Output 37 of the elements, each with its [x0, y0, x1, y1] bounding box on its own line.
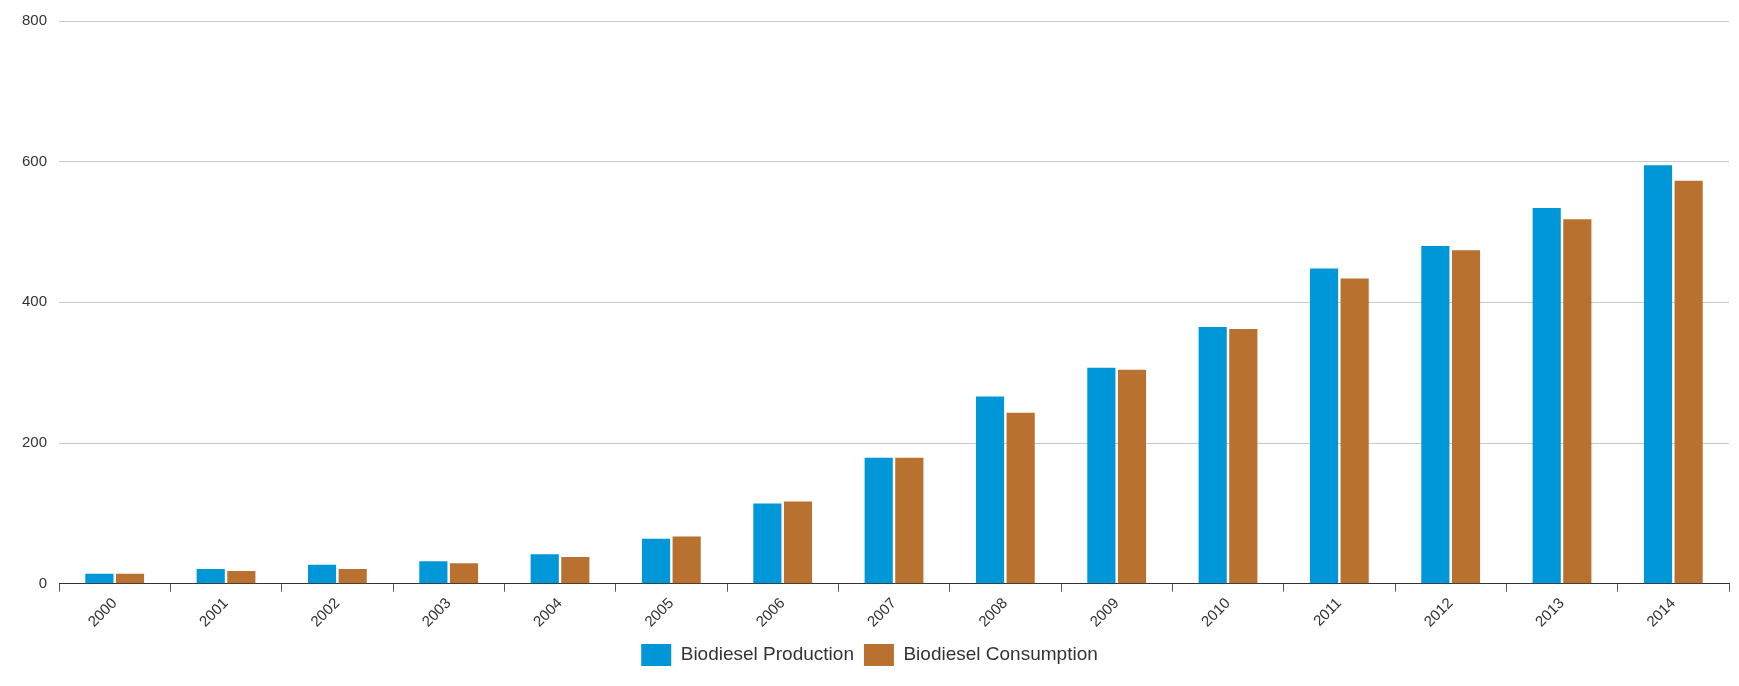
bar	[783, 501, 813, 584]
bar	[1229, 329, 1258, 584]
y-tick-label: 800	[22, 11, 48, 29]
y-tick-label: 600	[22, 151, 48, 169]
bar	[1309, 268, 1339, 584]
bar	[1087, 367, 1116, 584]
bar	[530, 554, 559, 584]
bar	[1563, 219, 1592, 584]
bar	[1532, 208, 1561, 584]
bar	[672, 536, 701, 584]
bar	[419, 561, 448, 584]
y-tick-label: 0	[38, 573, 48, 591]
bar	[1674, 180, 1703, 584]
bar	[338, 568, 367, 584]
bar	[1643, 165, 1673, 584]
bar	[307, 564, 337, 584]
legend-label: Biodiesel Consumption	[903, 643, 1098, 665]
y-tick-label: 400	[22, 292, 48, 310]
y-tick-label: 200	[22, 433, 48, 451]
bar	[449, 563, 479, 584]
bar	[1451, 250, 1481, 584]
bar	[1198, 326, 1227, 584]
bar	[1340, 278, 1369, 584]
legend-label: Biodiesel Production	[680, 643, 854, 665]
bar	[975, 396, 1005, 584]
bar	[1117, 369, 1147, 584]
bar	[115, 573, 145, 584]
bar	[1421, 246, 1450, 584]
bar	[864, 457, 893, 584]
bar	[641, 538, 671, 584]
bar	[753, 503, 782, 584]
bar	[227, 571, 256, 584]
bar	[895, 457, 924, 584]
bar	[85, 573, 114, 584]
bar	[196, 568, 225, 584]
bar	[1006, 412, 1035, 584]
bar	[561, 556, 590, 584]
